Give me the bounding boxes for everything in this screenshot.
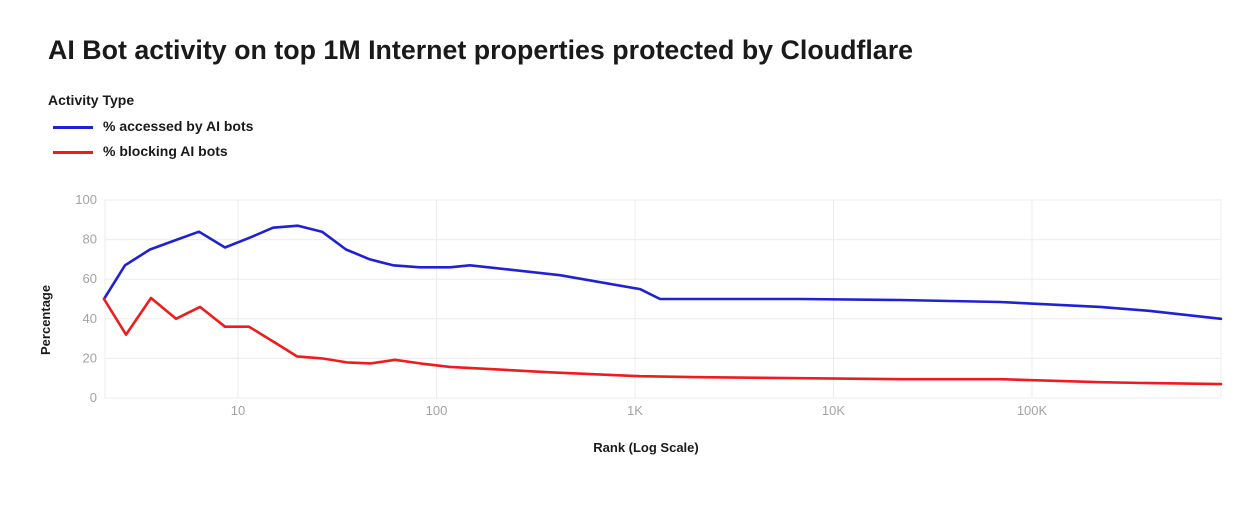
svg-text:20: 20 — [83, 350, 97, 365]
svg-text:10K: 10K — [822, 403, 845, 418]
svg-text:0: 0 — [90, 390, 97, 405]
svg-text:100K: 100K — [1017, 403, 1048, 418]
svg-text:10: 10 — [231, 403, 245, 418]
svg-text:60: 60 — [83, 271, 97, 286]
svg-text:80: 80 — [83, 232, 97, 247]
svg-text:100: 100 — [75, 192, 97, 207]
svg-text:40: 40 — [83, 311, 97, 326]
svg-text:100: 100 — [426, 403, 448, 418]
svg-text:1K: 1K — [627, 403, 643, 418]
